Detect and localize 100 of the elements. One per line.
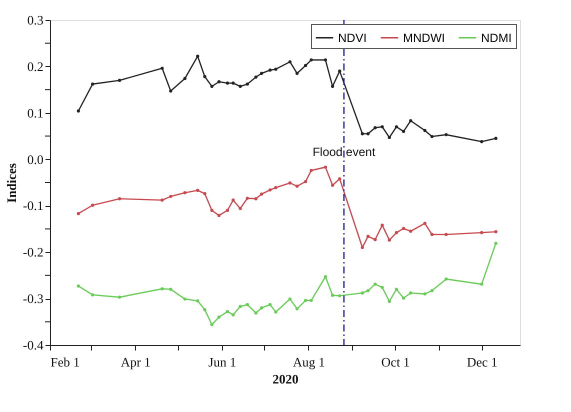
point (246, 196, 249, 200)
point (374, 238, 377, 242)
point (260, 72, 264, 75)
point (330, 184, 334, 187)
point (226, 82, 230, 85)
x-tick-label: Oct 1 (381, 354, 410, 370)
point (402, 296, 406, 300)
point (288, 181, 292, 185)
y-tick-label: -0.1 (22, 198, 44, 214)
point (76, 284, 80, 288)
point (423, 128, 426, 132)
point (444, 277, 448, 281)
point (430, 134, 434, 138)
point (444, 133, 448, 136)
point (268, 303, 272, 306)
point (232, 82, 235, 85)
point (183, 191, 186, 194)
point (444, 232, 448, 236)
point (494, 242, 498, 245)
point (423, 292, 426, 296)
point (238, 84, 242, 88)
x-tick-label: Jun 1 (208, 354, 236, 370)
point (246, 303, 249, 306)
point (254, 76, 258, 79)
point (238, 304, 242, 308)
point (76, 212, 80, 216)
point (268, 68, 272, 72)
point (480, 231, 484, 234)
point (91, 204, 94, 207)
point (402, 130, 406, 134)
line-series (76, 242, 498, 326)
point (324, 166, 328, 169)
point (160, 198, 164, 202)
point (160, 66, 164, 70)
x-tick-label: Apr 1 (120, 354, 151, 370)
point (480, 140, 484, 144)
point (366, 132, 370, 136)
x-tick-label: Dec 1 (466, 354, 498, 370)
point (76, 109, 80, 113)
point (274, 68, 278, 71)
point (366, 289, 370, 292)
point (310, 298, 313, 302)
point (324, 58, 328, 62)
point (360, 291, 364, 295)
point (232, 198, 235, 202)
point (423, 222, 426, 225)
point (304, 298, 308, 302)
point (196, 188, 200, 192)
point (374, 126, 377, 130)
point (394, 288, 398, 291)
point (295, 72, 299, 75)
point (210, 84, 214, 88)
point (232, 313, 235, 316)
point (210, 322, 214, 326)
point (295, 184, 299, 188)
y-tick-label: 0.3 (27, 12, 44, 28)
point (409, 291, 412, 295)
point (217, 80, 221, 84)
point (409, 230, 412, 233)
point (196, 54, 200, 58)
y-axis-title: Indices (4, 163, 19, 203)
legend-label: MNDWI (403, 30, 445, 45)
y-tick-label: 0.0 (27, 152, 44, 167)
point (246, 82, 249, 86)
point (254, 311, 258, 315)
legend-label: NDMI (481, 30, 512, 45)
point (210, 208, 214, 212)
point (388, 300, 391, 303)
point (169, 89, 172, 93)
point (394, 231, 398, 234)
point (203, 192, 206, 196)
point (238, 206, 242, 210)
point (169, 288, 172, 291)
y-tick-label: 0.2 (27, 58, 44, 74)
point (160, 287, 164, 290)
point (310, 168, 313, 172)
point (274, 310, 278, 314)
point (494, 136, 498, 140)
point (304, 64, 308, 68)
point (388, 238, 391, 242)
point (118, 78, 122, 82)
point (338, 294, 342, 298)
point (288, 60, 292, 64)
point (324, 275, 328, 278)
point (360, 132, 364, 136)
y-tick-label: -0.3 (22, 291, 44, 306)
point (394, 125, 398, 128)
point (226, 208, 230, 212)
point (380, 286, 384, 290)
x-axis-title: 2020 (272, 372, 298, 386)
legend-label: NDVI (338, 30, 367, 45)
x-tick-label: Aug 1 (292, 354, 325, 370)
point (360, 246, 364, 250)
point (430, 232, 434, 236)
point (380, 224, 384, 227)
point (430, 289, 434, 292)
point (268, 188, 272, 192)
point (330, 294, 334, 297)
point (330, 84, 334, 88)
point (91, 82, 94, 86)
